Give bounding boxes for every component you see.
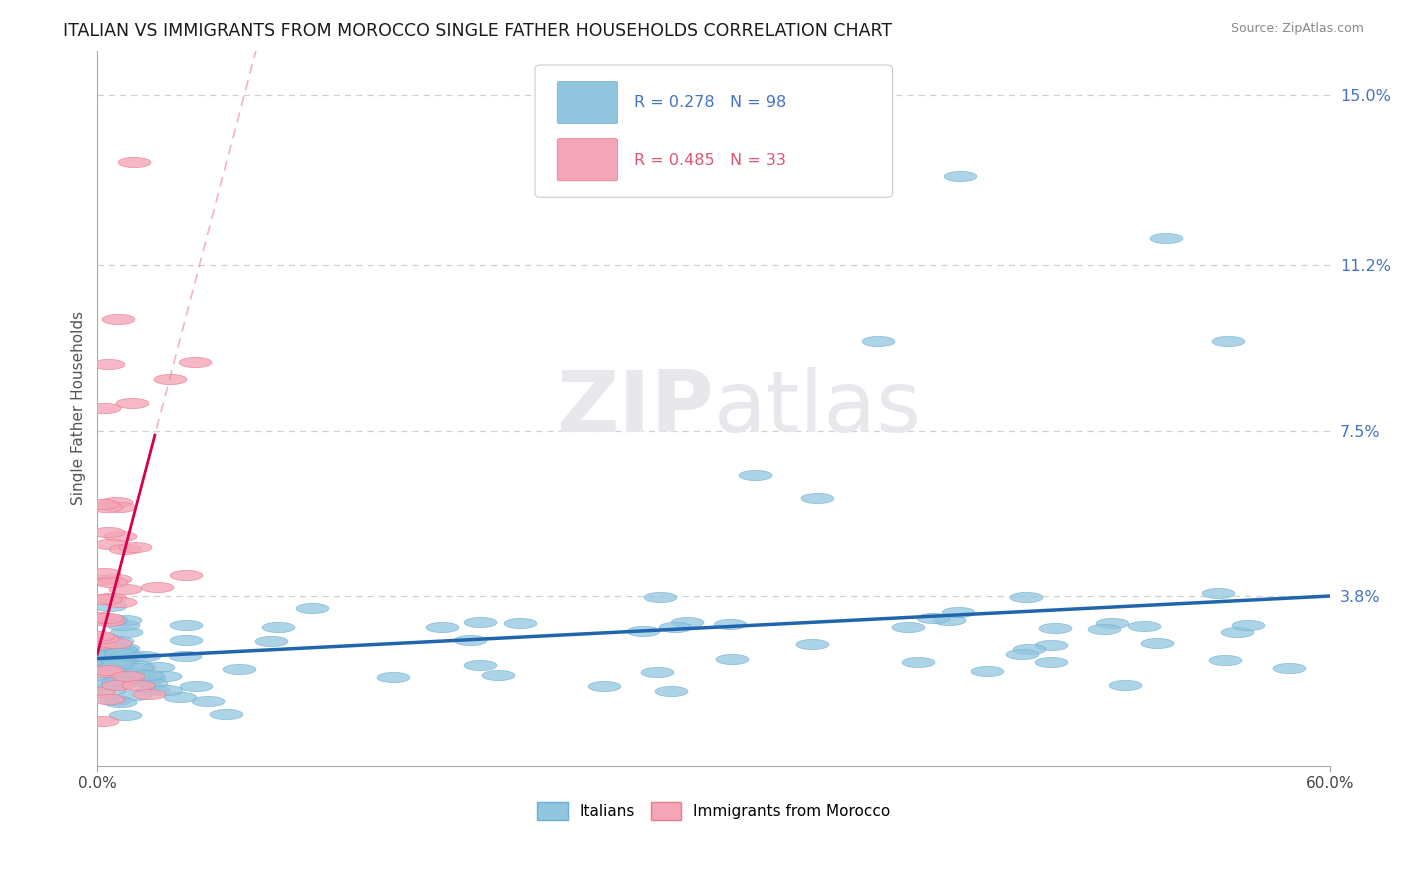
FancyBboxPatch shape <box>557 81 617 124</box>
Text: ITALIAN VS IMMIGRANTS FROM MOROCCO SINGLE FATHER HOUSEHOLDS CORRELATION CHART: ITALIAN VS IMMIGRANTS FROM MOROCCO SINGL… <box>63 22 893 40</box>
FancyBboxPatch shape <box>536 65 893 197</box>
Text: Source: ZipAtlas.com: Source: ZipAtlas.com <box>1230 22 1364 36</box>
Text: ZIP: ZIP <box>555 367 714 450</box>
FancyBboxPatch shape <box>557 138 617 181</box>
Legend: Italians, Immigrants from Morocco: Italians, Immigrants from Morocco <box>531 797 897 826</box>
Text: atlas: atlas <box>714 367 922 450</box>
Text: R = 0.485   N = 33: R = 0.485 N = 33 <box>634 153 786 168</box>
Y-axis label: Single Father Households: Single Father Households <box>72 311 86 506</box>
Text: R = 0.278   N = 98: R = 0.278 N = 98 <box>634 95 786 110</box>
